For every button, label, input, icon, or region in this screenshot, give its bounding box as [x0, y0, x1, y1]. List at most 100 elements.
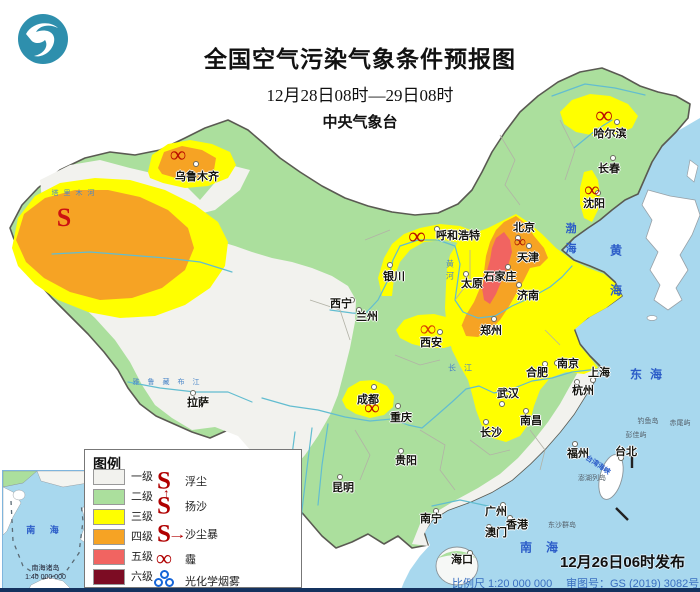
sea-label: 海 — [609, 283, 623, 298]
inset-scale: 1:40 000 000 — [25, 574, 66, 581]
city-dot — [499, 401, 505, 407]
city-dot — [371, 384, 377, 390]
city-label: 郑州 — [480, 325, 502, 337]
japan-islet — [686, 159, 699, 183]
city-label: 海口 — [451, 554, 473, 566]
city-dot — [463, 271, 469, 277]
city-label: 台北 — [615, 446, 637, 458]
sandstorm-glyph: S → — [157, 520, 188, 548]
city-label: 天津 — [517, 252, 539, 264]
haze-symbol: ∞ — [514, 231, 526, 251]
city-label: 太原 — [461, 278, 483, 290]
island-label: 彭佳屿 — [625, 432, 647, 439]
blowing-sand-icon: S ↑ — [147, 485, 181, 520]
city-dot — [515, 235, 521, 241]
level1-se-coast — [412, 366, 600, 546]
city-dot — [398, 448, 404, 454]
legend-symbol-label: 扬沙 — [185, 501, 207, 513]
city-label: 济南 — [517, 290, 539, 302]
river-label: 鲁 — [147, 379, 155, 386]
city-label: 南宁 — [420, 513, 442, 525]
city-label: 贵阳 — [395, 455, 417, 467]
city-dot — [491, 316, 497, 322]
sea-label: 海 — [565, 243, 577, 255]
city-label: 长沙 — [480, 427, 502, 439]
city-dot — [486, 524, 492, 530]
sea-label: 渤 — [565, 223, 577, 235]
city-dot — [437, 329, 443, 335]
legend-chip-level4 — [93, 529, 125, 545]
city-label: 澳门 — [485, 527, 507, 539]
map-title: 全国空气污染气象条件预报图 — [204, 47, 516, 72]
city-label: 长春 — [598, 163, 620, 175]
city-label: 石家庄 — [483, 271, 517, 283]
city-dot — [523, 408, 529, 414]
river-label: 藏 — [162, 379, 170, 386]
map-approval-number: 审图号：GS (2019) 3082号 — [566, 578, 700, 590]
city-dot — [337, 474, 343, 480]
legend-level-label: 五级 — [131, 551, 153, 563]
city-dot — [610, 155, 616, 161]
haze-glyph: ∞ — [156, 545, 172, 571]
city-label: 南昌 — [520, 415, 542, 427]
river-label: 江 — [192, 379, 200, 386]
river-label: 江 — [464, 363, 472, 373]
inset-sea-label: 南 海 — [26, 525, 65, 535]
city-dot — [618, 455, 624, 461]
tarim-level4 — [16, 190, 194, 300]
legend-level-label: 三级 — [131, 511, 153, 523]
island-label: 钓鱼岛 — [637, 418, 659, 425]
sandstorm-icon: S → — [147, 520, 188, 548]
photochemical-smog-glyph — [154, 570, 174, 587]
river-label: 河 — [87, 190, 95, 197]
city-dot — [190, 390, 196, 396]
city-label: 香港 — [506, 519, 528, 531]
city-dot — [554, 360, 560, 366]
jeju-island — [646, 315, 658, 321]
legend-symbol-label: 沙尘暴 — [185, 529, 218, 541]
city-dot — [349, 297, 355, 303]
city-label: 沈阳 — [583, 198, 605, 210]
inset-graphic — [3, 471, 88, 589]
city-dot — [542, 361, 548, 367]
city-dot — [574, 379, 580, 385]
sea-area — [400, 118, 700, 592]
sea-label: 南 — [519, 540, 533, 555]
legend-symbol-label: 光化学烟雾 — [185, 576, 240, 588]
city-label: 合肥 — [526, 367, 548, 379]
legend-symbol-label: 霾 — [185, 554, 196, 566]
legend-level-label: 四级 — [131, 531, 153, 543]
legend-chip-level5 — [93, 549, 125, 565]
north-china-level5 — [482, 232, 512, 304]
haze-symbol: ∞ — [364, 395, 380, 420]
blowing-sand-glyph: S ↑ — [157, 485, 171, 520]
city-label: 成都 — [357, 394, 379, 406]
haze-symbol: ∞ — [408, 224, 426, 250]
city-dot — [572, 441, 578, 447]
river-label: 黄 — [446, 259, 454, 269]
hainan-island — [435, 546, 479, 586]
floating-dust-icon: S — [147, 469, 181, 494]
city-label: 广州 — [485, 506, 507, 518]
city-dot — [483, 419, 489, 425]
haze-symbol: ∞ — [584, 177, 600, 202]
map-agency: 中央气象台 — [322, 114, 398, 131]
photochemical-smog-icon — [147, 570, 181, 592]
river-label: 雅 — [132, 379, 140, 386]
legend-chip-level6 — [93, 569, 125, 585]
korea-peninsula — [641, 189, 700, 311]
floating-dust-symbol: S — [56, 203, 72, 232]
sea-label: 黄 — [609, 243, 623, 258]
province-borders — [309, 119, 576, 491]
map-scale: 比例尺 1:20 000 000 — [452, 578, 553, 590]
city-dot — [395, 403, 401, 409]
city-dot — [433, 508, 439, 514]
harbin-level3 — [560, 94, 638, 136]
river-label: 塔 — [51, 190, 59, 197]
urumqi-level4 — [158, 146, 216, 178]
river-label: 长 — [448, 363, 456, 373]
city-dot — [590, 377, 596, 383]
city-dot — [434, 226, 440, 232]
